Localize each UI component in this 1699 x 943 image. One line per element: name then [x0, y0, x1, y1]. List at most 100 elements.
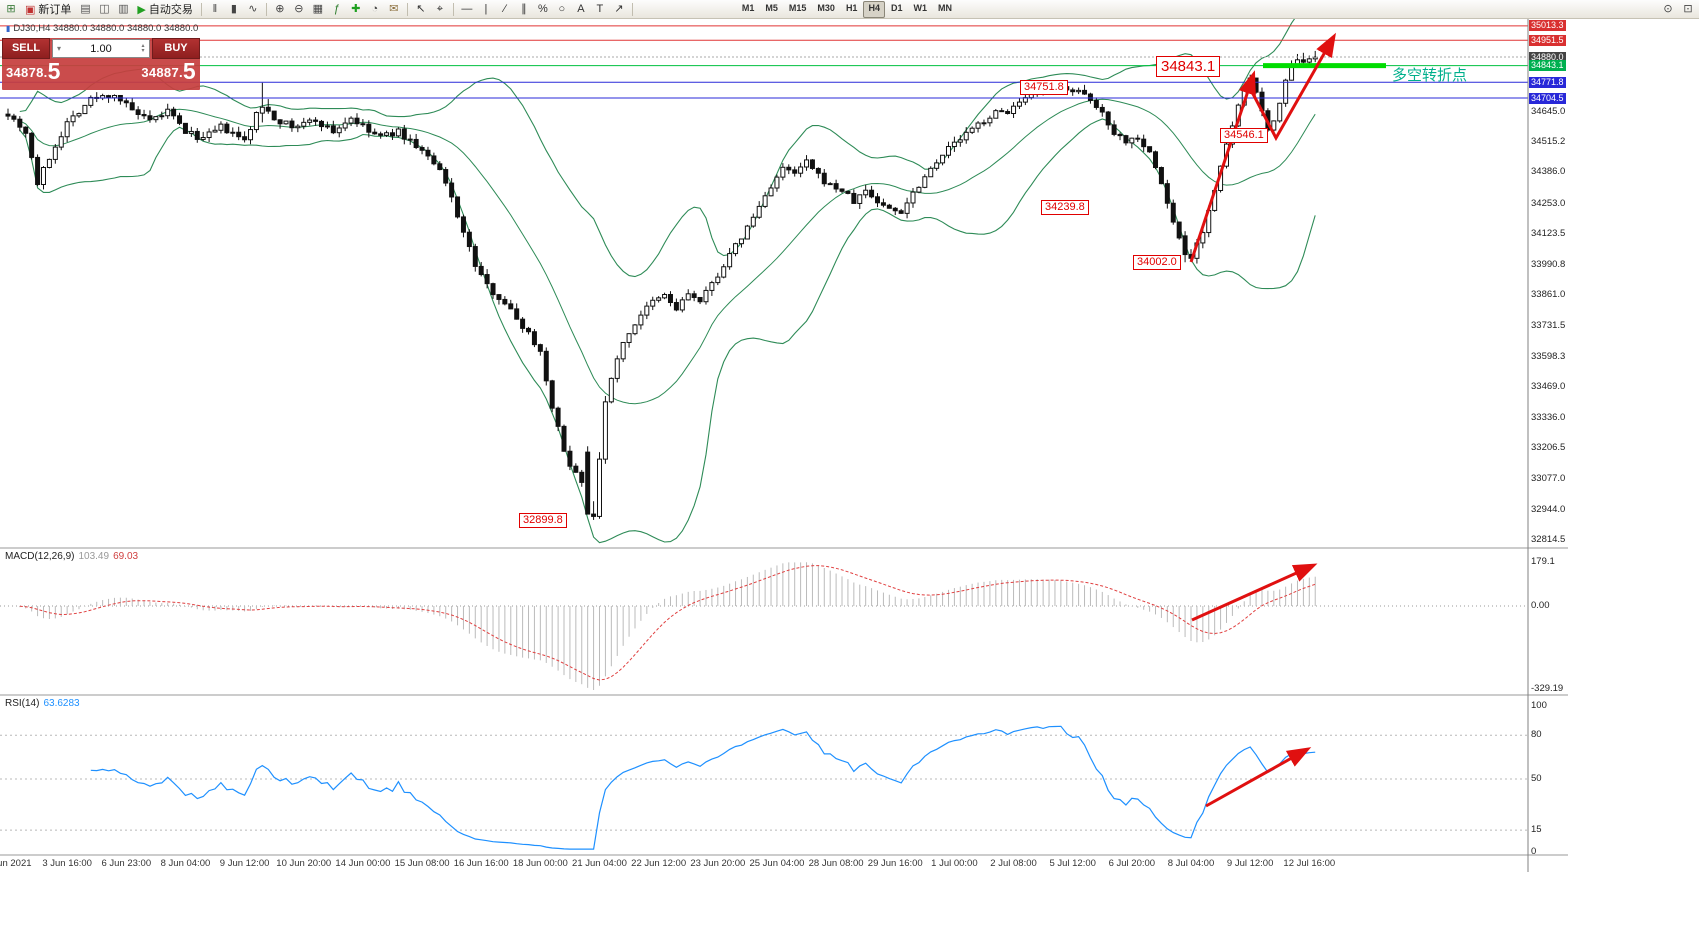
sell-price[interactable]: 34878.5 — [6, 58, 61, 84]
new-chart-icon[interactable]: ⊞ — [6, 2, 16, 15]
volume-dropdown-icon[interactable]: ▾ — [56, 44, 61, 53]
mail-icon[interactable]: ✉ — [389, 2, 399, 15]
dock-icon[interactable]: ⊡ — [1683, 2, 1693, 15]
time-axis-label: 2 Jun 2021 — [0, 858, 32, 869]
macd-axis-label: 0.00 — [1531, 600, 1550, 611]
trendline-icon[interactable]: ∕ — [503, 2, 506, 15]
timeframe-button-h1[interactable]: H1 — [845, 2, 858, 13]
toolbar-separator — [406, 2, 408, 16]
toolbar-separator — [200, 2, 202, 16]
zoom-out-icon[interactable]: ⊖ — [294, 2, 304, 15]
time-axis-label: 25 Jun 04:00 — [749, 858, 805, 869]
time-axis-label: 18 Jun 00:00 — [512, 858, 568, 869]
time-axis-label: 8 Jun 04:00 — [160, 858, 211, 869]
add-indicator-icon[interactable]: ✚ — [351, 2, 361, 15]
price-annotation[interactable]: 32899.8 — [519, 513, 567, 528]
timeframe-button-w1[interactable]: W1 — [913, 2, 927, 13]
main-price-pane — [0, 18, 1528, 544]
price-line-label: 35013.3 — [1529, 20, 1566, 32]
new-order-icon: ▣ — [25, 3, 36, 16]
profiles-icon[interactable]: ◫ — [99, 2, 110, 15]
sell-button[interactable]: SELL — [2, 38, 50, 59]
price-axis-label: 33077.0 — [1531, 472, 1566, 484]
price-annotation[interactable]: 34239.8 — [1041, 200, 1089, 215]
timeframe-button-mn[interactable]: MN — [937, 2, 952, 13]
macd-axis-label: 179.1 — [1531, 556, 1555, 567]
buy-button[interactable]: BUY — [152, 38, 200, 59]
market-watch-icon[interactable]: ▥ — [118, 2, 129, 15]
symbol-ohlc-text: DJ30,H4 34880.0 34880.0 34880.0 34880.0 — [13, 23, 199, 34]
price-axis-label: 33990.8 — [1531, 258, 1566, 270]
time-axis-label: 6 Jul 20:00 — [1108, 858, 1156, 869]
price-axis-label: 33861.0 — [1531, 289, 1566, 301]
price-line-label: 34880.0 — [1529, 51, 1566, 63]
chart-list-icon[interactable]: ▤ — [80, 2, 91, 15]
macd-pane — [0, 562, 1528, 690]
time-axis-label: 23 Jun 20:00 — [690, 858, 746, 869]
toolbar-separator — [265, 2, 267, 16]
search-icon[interactable]: ⊙ — [1663, 2, 1673, 15]
price-annotation[interactable]: 34843.1 — [1156, 56, 1221, 77]
price-axis-label: 32814.5 — [1531, 533, 1566, 545]
rsi-title: RSI(14) — [5, 698, 40, 709]
horizontal-line-icon[interactable]: — — [461, 2, 473, 15]
price-annotation[interactable]: 34546.1 — [1220, 128, 1268, 143]
timeframe-button-m30[interactable]: M30 — [817, 2, 835, 13]
auto-trading-icon: ▶ — [137, 3, 146, 16]
candlestick-chart-icon[interactable]: ▮ — [230, 2, 237, 15]
price-line-label: 34771.8 — [1529, 76, 1566, 88]
text-icon[interactable]: A — [577, 2, 585, 15]
timeframe-button-m5[interactable]: M5 — [765, 2, 778, 13]
time-axis-label: 9 Jul 12:00 — [1226, 858, 1274, 869]
timeframe-group: M1 M5 M15 M30 H1 H4 D1 W1 MN — [737, 0, 957, 18]
timeframe-button-m1[interactable]: M1 — [741, 2, 755, 13]
fibonacci-icon[interactable]: % — [537, 2, 548, 15]
auto-trading-button[interactable]: ▶ 自动交易 — [137, 3, 193, 17]
time-axis-label: 21 Jun 04:00 — [572, 858, 627, 869]
rsi-axis-label: 100 — [1531, 700, 1547, 711]
clock-icon[interactable]: ◔ — [371, 2, 379, 15]
volume-spin-buttons[interactable]: ▴ ▾ — [141, 42, 145, 54]
toolbar-separator — [631, 2, 633, 16]
price-axis-label: 34645.0 — [1531, 105, 1566, 117]
tile-windows-icon[interactable]: ▦ — [312, 2, 324, 15]
time-axis-label: 3 Jun 16:00 — [42, 858, 92, 869]
bar-chart-icon[interactable]: ‖ — [212, 2, 218, 15]
indicators-icon[interactable]: ƒ — [333, 2, 340, 15]
price-axis-label: 32944.0 — [1531, 503, 1566, 515]
channel-icon[interactable]: ∥ — [521, 2, 527, 15]
price-line-label: 34951.5 — [1529, 34, 1566, 46]
price-annotation[interactable]: 34002.0 — [1133, 255, 1181, 270]
new-order-button[interactable]: ▣ 新订单 — [25, 3, 72, 17]
zoom-in-icon[interactable]: ⊕ — [275, 2, 285, 15]
time-axis-label: 15 Jun 08:00 — [394, 858, 450, 869]
rsi-axis-label: 50 — [1531, 773, 1542, 784]
macd-title: MACD(12,26,9) — [5, 551, 75, 562]
time-axis-label: 12 Jul 16:00 — [1283, 858, 1336, 869]
timeframe-button-h4[interactable]: H4 — [863, 0, 885, 18]
volume-stepper[interactable]: ▾ 1.00 ▴ ▾ — [52, 39, 150, 58]
timeframe-button-m15[interactable]: M15 — [788, 2, 807, 13]
chart-type-icon: ▮ — [6, 24, 11, 33]
arrow-object-icon[interactable]: ↗ — [614, 2, 624, 15]
rsi-axis-label: 80 — [1531, 729, 1542, 741]
price-axis-label: 34386.0 — [1531, 166, 1566, 178]
line-chart-icon[interactable]: ∿ — [248, 2, 258, 15]
shapes-icon[interactable]: ○ — [558, 2, 566, 15]
timeframe-button-d1[interactable]: D1 — [890, 2, 903, 13]
turning-point-label[interactable]: 多空转折点 — [1392, 67, 1468, 84]
vertical-line-icon[interactable]: | — [484, 2, 488, 15]
macd-main-value: 103.49 — [78, 551, 110, 562]
one-click-trading-panel: SELL ▾ 1.00 ▴ ▾ BUY 34878.5 34887.5 — [2, 38, 200, 90]
text-label-icon[interactable]: T — [596, 2, 604, 15]
cursor-icon[interactable]: ↖ — [416, 2, 426, 15]
time-axis-label: 10 Jun 20:00 — [276, 858, 332, 869]
price-axis-label: 33336.0 — [1531, 411, 1566, 423]
crosshair-icon[interactable]: ⌖ — [436, 2, 443, 15]
price-annotation[interactable]: 34751.8 — [1020, 80, 1068, 95]
buy-price[interactable]: 34887.5 — [141, 58, 196, 84]
price-line-label: 34704.5 — [1529, 92, 1566, 104]
toolbar-separator — [452, 2, 454, 16]
volume-value[interactable]: 1.00 — [90, 42, 112, 55]
